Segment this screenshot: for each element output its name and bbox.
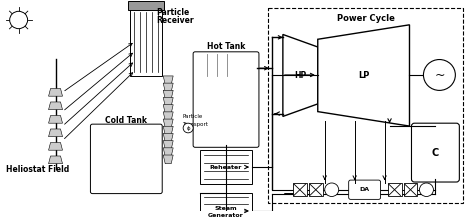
Text: Particle: Particle <box>182 114 202 119</box>
Polygon shape <box>163 133 173 142</box>
Circle shape <box>423 60 456 90</box>
FancyBboxPatch shape <box>411 123 459 182</box>
FancyBboxPatch shape <box>309 183 323 196</box>
Polygon shape <box>163 141 173 149</box>
Polygon shape <box>163 105 173 113</box>
Text: C: C <box>432 148 439 158</box>
Text: Steam: Steam <box>215 206 237 211</box>
Polygon shape <box>283 34 318 116</box>
Text: Hot Tank: Hot Tank <box>207 41 245 51</box>
FancyBboxPatch shape <box>197 99 255 143</box>
Text: Heliostat Field: Heliostat Field <box>6 165 69 174</box>
Text: ϕ: ϕ <box>186 126 190 131</box>
Text: LP: LP <box>358 71 369 80</box>
Polygon shape <box>163 155 173 164</box>
Polygon shape <box>48 102 63 110</box>
FancyBboxPatch shape <box>293 183 307 196</box>
Circle shape <box>419 183 433 196</box>
Polygon shape <box>163 126 173 135</box>
Polygon shape <box>163 148 173 157</box>
FancyBboxPatch shape <box>388 183 401 196</box>
Polygon shape <box>163 90 173 99</box>
FancyBboxPatch shape <box>200 193 252 218</box>
Polygon shape <box>163 119 173 128</box>
FancyBboxPatch shape <box>130 9 162 76</box>
Polygon shape <box>48 89 63 96</box>
Polygon shape <box>48 116 63 123</box>
Polygon shape <box>48 156 63 164</box>
FancyBboxPatch shape <box>403 183 418 196</box>
FancyBboxPatch shape <box>94 159 158 190</box>
FancyBboxPatch shape <box>349 180 381 199</box>
Text: Receiver: Receiver <box>156 16 194 26</box>
Text: Reheater: Reheater <box>210 165 242 170</box>
Polygon shape <box>163 76 173 85</box>
FancyBboxPatch shape <box>91 124 162 194</box>
Polygon shape <box>163 97 173 106</box>
Text: Power Cycle: Power Cycle <box>337 14 394 22</box>
Circle shape <box>9 11 27 29</box>
Polygon shape <box>163 112 173 121</box>
FancyBboxPatch shape <box>200 150 252 184</box>
Text: Transport: Transport <box>182 122 208 127</box>
FancyBboxPatch shape <box>193 52 259 147</box>
Text: Particle: Particle <box>156 8 190 17</box>
FancyBboxPatch shape <box>128 1 164 10</box>
Circle shape <box>183 123 193 133</box>
Text: DA: DA <box>360 187 370 192</box>
Text: ~: ~ <box>434 68 445 82</box>
Polygon shape <box>48 143 63 150</box>
Text: Cold Tank: Cold Tank <box>105 116 147 125</box>
Polygon shape <box>318 25 410 126</box>
Polygon shape <box>48 129 63 137</box>
Circle shape <box>325 183 339 196</box>
Text: Generator: Generator <box>208 213 244 218</box>
Text: HP: HP <box>294 71 306 80</box>
Polygon shape <box>163 83 173 92</box>
